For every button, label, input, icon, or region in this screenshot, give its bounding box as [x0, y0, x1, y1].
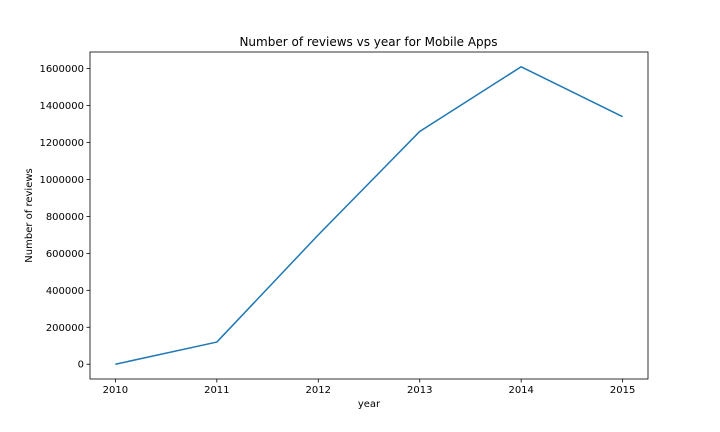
y-tick-label: 1400000 [39, 101, 84, 112]
y-tick-label: 200000 [46, 323, 84, 334]
y-axis: 0 200000 400000 600000 800000 1000000 1200000 1… [39, 64, 90, 371]
y-tick-label: 1000000 [39, 175, 84, 186]
x-tick-label: 2015 [610, 385, 635, 396]
y-tick-label: 600000 [46, 249, 84, 260]
y-axis-label: Number of reviews [24, 168, 35, 262]
chart-title: Number of reviews vs year for Mobile App… [239, 35, 497, 49]
y-tick-label: 1200000 [39, 138, 84, 149]
y-tick-label: 800000 [46, 212, 84, 223]
x-tick-label: 2014 [508, 385, 533, 396]
x-tick-label: 2010 [103, 385, 128, 396]
series-line [115, 66, 623, 365]
plot-frame [89, 51, 649, 380]
x-axis: 2010 2011 2012 2013 2014 2015 [103, 379, 635, 396]
x-tick-label: 2013 [407, 385, 432, 396]
x-tick-label: 2012 [306, 385, 331, 396]
series-layer [115, 66, 623, 365]
x-axis-label: year [358, 399, 381, 410]
y-tick-label: 1600000 [39, 64, 84, 75]
y-tick-label: 400000 [46, 286, 84, 297]
y-tick-label: 0 [78, 360, 84, 371]
x-tick-label: 2011 [204, 385, 229, 396]
